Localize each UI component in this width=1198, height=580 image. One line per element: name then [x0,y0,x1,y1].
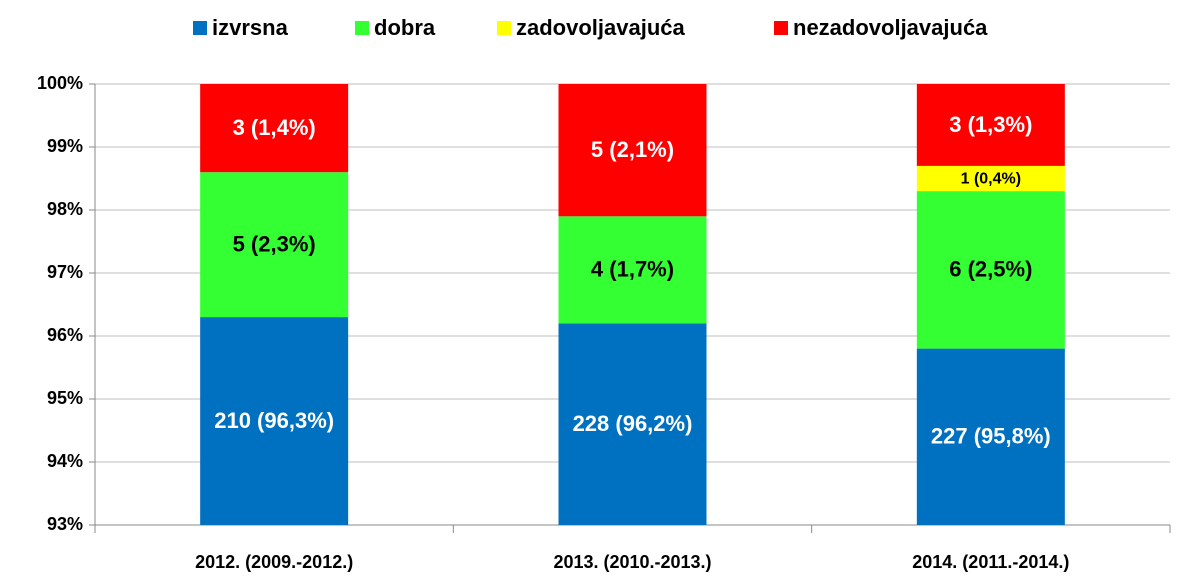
legend-label: izvrsna [212,15,289,40]
legend-swatch [497,21,511,35]
bar-segment [200,172,349,318]
y-tick-label: 99% [47,136,83,156]
data-label: 6 (2,5%) [949,257,1032,282]
legend-label: zadovoljavajuća [516,15,686,40]
y-tick-label: 97% [47,262,83,282]
x-tick-label: 2014. (2011.-2014.) [912,552,1069,572]
y-tick-label: 100% [37,73,83,93]
y-tick-label: 96% [47,325,83,345]
data-label: 228 (96,2%) [573,411,693,436]
y-tick-label: 93% [47,514,83,534]
legend-swatch [355,21,369,35]
bar-segment [558,216,707,324]
legend-label: dobra [374,15,436,40]
x-tick-label: 2012. (2009.-2012.) [195,552,353,572]
y-tick-label: 95% [47,388,83,408]
bar-segment [558,84,707,217]
data-label: 227 (95,8%) [931,424,1051,449]
data-label: 5 (2,3%) [233,231,316,256]
data-label: 3 (1,4%) [233,115,316,140]
legend-swatch [193,21,207,35]
legend-swatch [774,21,788,35]
bar-segment [916,191,1065,349]
data-label: 1 (0,4%) [961,171,1021,188]
x-tick-label: 2013. (2010.-2013.) [553,552,711,572]
y-tick-label: 94% [47,451,83,471]
bar-segment [558,323,707,525]
data-label: 3 (1,3%) [949,112,1032,137]
bar-segment [916,165,1065,192]
legend-label: nezadovoljavajuća [793,15,988,40]
data-label: 5 (2,1%) [591,137,674,162]
data-label: 210 (96,3%) [214,408,334,433]
data-label: 4 (1,7%) [591,257,674,282]
y-tick-label: 98% [47,199,83,219]
bar-segment [200,317,349,525]
bar-segment [200,84,349,173]
bar-segment [916,348,1065,525]
bar-segment [916,84,1065,166]
